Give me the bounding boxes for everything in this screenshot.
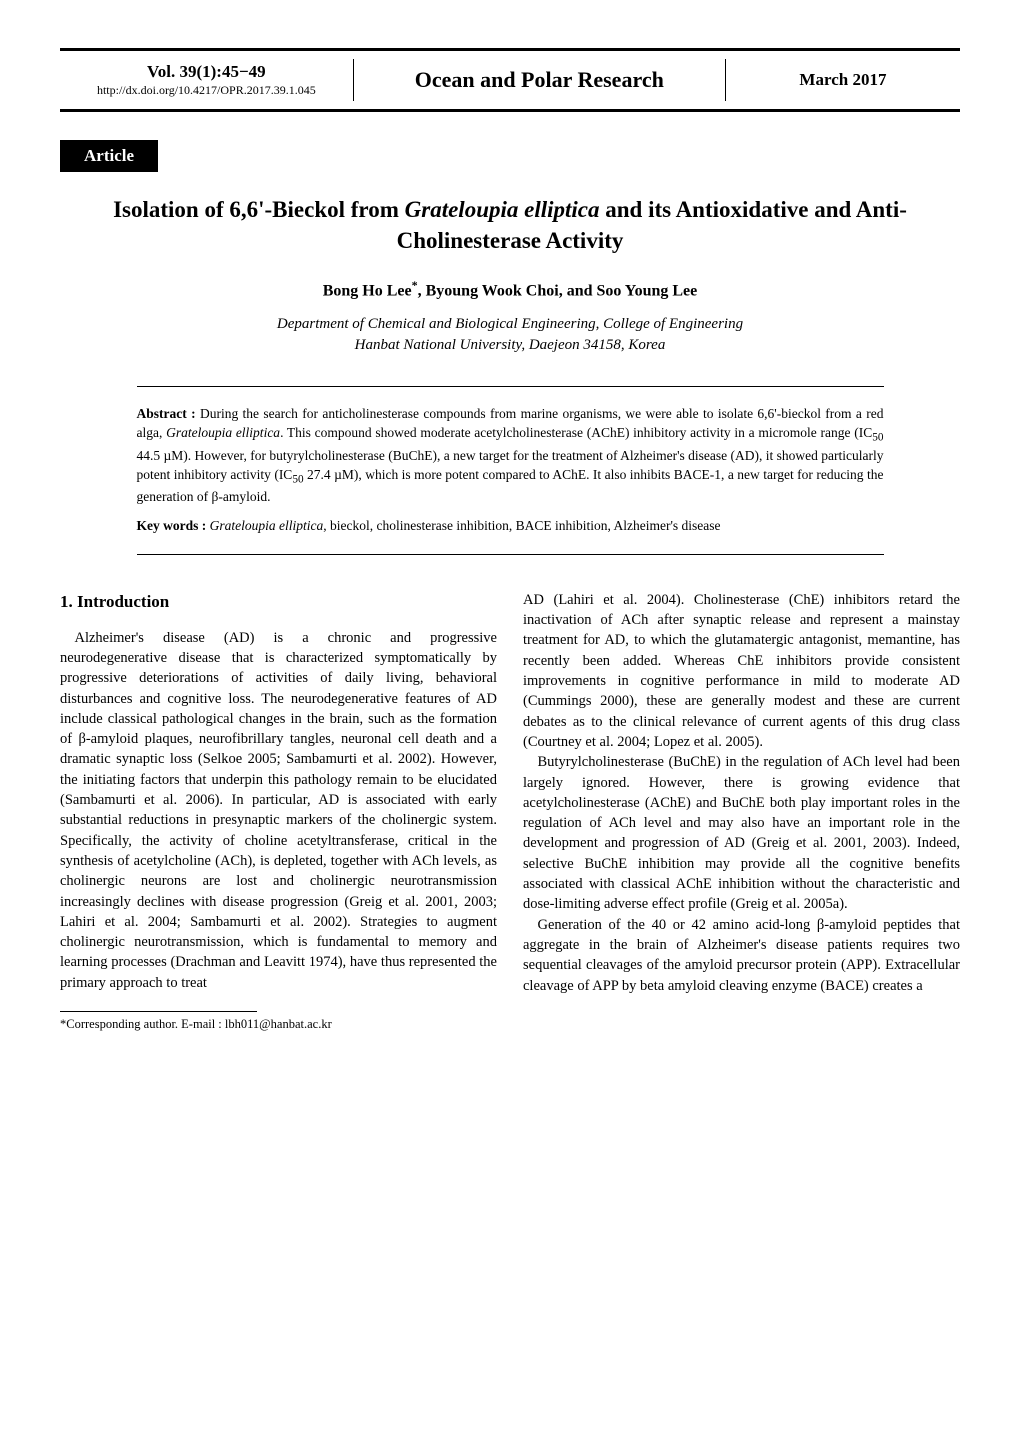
- article-title: Isolation of 6,6'-Bieckol from Grateloup…: [60, 194, 960, 256]
- body-columns: 1. Introduction Alzheimer's disease (AD)…: [60, 590, 960, 1034]
- authors: Bong Ho Lee*, Byoung Wook Choi, and Soo …: [60, 278, 960, 300]
- intro-para-right-1: AD (Lahiri et al. 2004). Cholinesterase …: [523, 590, 960, 752]
- journal-header: Vol. 39(1):45−49 http://dx.doi.org/10.42…: [60, 59, 960, 101]
- keywords: Key words : Grateloupia elliptica, bieck…: [137, 517, 884, 536]
- intro-para-right-3: Generation of the 40 or 42 amino acid-lo…: [523, 915, 960, 996]
- intro-para-right-2: Butyrylcholinesterase (BuChE) in the reg…: [523, 752, 960, 914]
- header-left-cell: Vol. 39(1):45−49 http://dx.doi.org/10.42…: [60, 61, 353, 99]
- abstract-text: Abstract : During the search for anticho…: [137, 405, 884, 507]
- corresponding-author-footnote: *Corresponding author. E-mail : lbh011@h…: [60, 1016, 497, 1034]
- left-column: 1. Introduction Alzheimer's disease (AD)…: [60, 590, 497, 1034]
- journal-name: Ocean and Polar Research: [415, 67, 664, 92]
- header-center-cell: Ocean and Polar Research: [353, 59, 726, 101]
- volume-info: Vol. 39(1):45−49: [60, 61, 353, 83]
- section-heading-intro: 1. Introduction: [60, 590, 497, 614]
- article-type-badge: Article: [60, 140, 158, 172]
- doi-link: http://dx.doi.org/10.4217/OPR.2017.39.1.…: [60, 83, 353, 99]
- header-right-cell: March 2017: [726, 70, 960, 90]
- affiliation: Department of Chemical and Biological En…: [60, 314, 960, 356]
- abstract-block: Abstract : During the search for anticho…: [137, 386, 884, 554]
- abstract-body: During the search for anticholinesterase…: [137, 406, 884, 504]
- abstract-label: Abstract :: [137, 406, 196, 421]
- affiliation-line-1: Department of Chemical and Biological En…: [277, 316, 743, 332]
- keywords-body: Grateloupia elliptica, bieckol, cholines…: [210, 518, 721, 533]
- issue-date: March 2017: [799, 70, 886, 89]
- top-rule-1: [60, 48, 960, 51]
- top-rule-2: [60, 109, 960, 112]
- footnote-separator: [60, 1011, 257, 1012]
- right-column: AD (Lahiri et al. 2004). Cholinesterase …: [523, 590, 960, 1034]
- keywords-label: Key words :: [137, 518, 207, 533]
- affiliation-line-2: Hanbat National University, Daejeon 3415…: [355, 337, 666, 353]
- intro-para-left: Alzheimer's disease (AD) is a chronic an…: [60, 628, 497, 993]
